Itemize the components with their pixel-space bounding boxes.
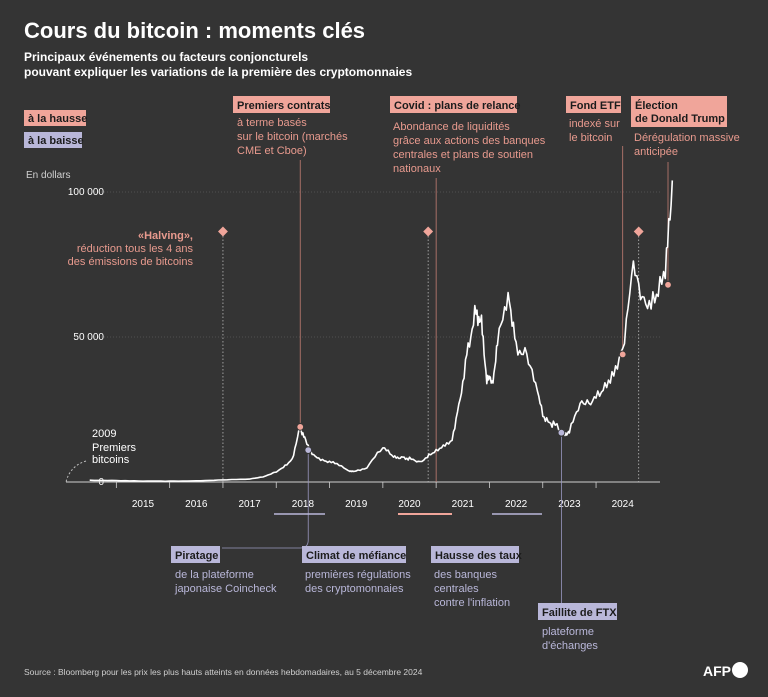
halving-diamond bbox=[423, 226, 434, 237]
event-text: japonaise Coincheck bbox=[174, 583, 277, 595]
first-bitcoins-year: 2009 bbox=[92, 428, 116, 440]
legend-down-label: à la baisse bbox=[28, 135, 84, 147]
event-text: CME et Cboe) bbox=[237, 145, 307, 157]
x-tick-label: 2016 bbox=[185, 499, 208, 510]
event-text: Abondance de liquidités bbox=[393, 121, 510, 133]
event-dot bbox=[304, 446, 313, 455]
event-markers bbox=[296, 280, 672, 455]
event-label: Climat de méfiance bbox=[306, 550, 406, 562]
subtitle-line-2: pouvant expliquer les variations de la p… bbox=[24, 65, 412, 79]
event-text: indexé sur bbox=[569, 118, 620, 130]
subtitle-line-1: Principaux événements ou facteurs conjon… bbox=[24, 50, 308, 64]
event-text: de la plateforme bbox=[175, 569, 254, 581]
event-text: nationaux bbox=[393, 163, 441, 175]
x-tick-label: 2023 bbox=[558, 499, 581, 510]
halving-text-1: réduction tous les 4 ans bbox=[77, 243, 194, 255]
x-tick-label: 2020 bbox=[398, 499, 421, 510]
x-tick-label: 2019 bbox=[345, 499, 368, 510]
x-tick-label: 2022 bbox=[505, 499, 528, 510]
event-text: plateforme bbox=[542, 626, 594, 638]
event-text: anticipée bbox=[634, 146, 678, 158]
afp-logo-text: AFP bbox=[703, 663, 731, 679]
event-label-box bbox=[390, 96, 517, 113]
first-bitcoins-text-2: bitcoins bbox=[92, 454, 130, 466]
x-tick-label: 2017 bbox=[238, 499, 261, 510]
event-connectors bbox=[222, 146, 669, 603]
event-text: d'échanges bbox=[542, 640, 598, 652]
x-axis: 2015 2016 2017 2018 2019 2020 2021 2022 2023 2024 bbox=[66, 481, 660, 510]
event-label: Faillite de FTX bbox=[542, 607, 617, 619]
event-label: de Donald Trump bbox=[635, 113, 725, 125]
event-label: Fond ETF bbox=[570, 100, 621, 112]
event-text: à terme basés bbox=[237, 117, 307, 129]
x-tick-label: 2021 bbox=[452, 499, 475, 510]
halving-markers bbox=[218, 226, 644, 482]
event-text: des cryptomonnaies bbox=[305, 583, 404, 595]
event-text: premières régulations bbox=[305, 569, 411, 581]
event-text: contre l'inflation bbox=[434, 597, 510, 609]
legend-up-label: à la hausse bbox=[28, 113, 87, 125]
halving-diamond bbox=[633, 226, 644, 237]
event-text: sur le bitcoin (marchés bbox=[237, 131, 348, 143]
event-label-box bbox=[631, 96, 727, 127]
grid bbox=[95, 191, 660, 338]
event-dot bbox=[664, 280, 672, 289]
event-dot bbox=[618, 350, 627, 359]
event-label-box bbox=[171, 546, 220, 563]
chart-title: Cours du bitcoin : moments clés bbox=[24, 18, 365, 43]
event-text: centrales et plans de soutien bbox=[393, 149, 533, 161]
halving-diamond bbox=[218, 226, 228, 237]
y-tick-label: 50 000 bbox=[73, 332, 104, 343]
x-tick-label: 2018 bbox=[292, 499, 315, 510]
event-label: Élection bbox=[635, 99, 678, 112]
event-label: Piratage bbox=[175, 550, 218, 562]
event-label-box bbox=[431, 546, 519, 563]
event-label: Hausse des taux bbox=[435, 550, 523, 562]
x-tick-label: 2024 bbox=[612, 499, 635, 510]
first-bitcoins-text-1: Premiers bbox=[92, 442, 137, 454]
event-dot bbox=[557, 428, 566, 437]
event-label-box bbox=[538, 603, 617, 620]
event-text: centrales bbox=[434, 583, 479, 595]
event-label: Covid : plans de relance bbox=[394, 100, 521, 112]
y-tick-label: 100 000 bbox=[68, 187, 105, 198]
event-label: Premiers contrats bbox=[237, 100, 331, 112]
legend-up-swatch bbox=[24, 110, 86, 126]
event-label-box bbox=[566, 96, 621, 113]
y-unit-label: En dollars bbox=[26, 170, 70, 181]
event-text: des banques bbox=[434, 569, 497, 581]
first-bitcoins-connector bbox=[65, 460, 87, 483]
halving-label: «Halving», bbox=[138, 230, 193, 242]
event-label-box bbox=[233, 96, 330, 113]
x-tick-label: 2015 bbox=[132, 499, 155, 510]
legend-down-swatch bbox=[24, 132, 82, 148]
price-line bbox=[89, 180, 674, 483]
event-text: grâce aux actions des banques bbox=[393, 135, 546, 147]
afp-logo-circle bbox=[732, 662, 748, 678]
source-note: Source : Bloomberg pour les prix les plu… bbox=[24, 667, 423, 677]
event-text: le bitcoin bbox=[569, 132, 612, 144]
halving-text-2: des émissions de bitcoins bbox=[68, 256, 194, 268]
event-label-box bbox=[302, 546, 406, 563]
event-dot bbox=[296, 423, 305, 431]
event-text: Dérégulation massive bbox=[634, 132, 740, 144]
